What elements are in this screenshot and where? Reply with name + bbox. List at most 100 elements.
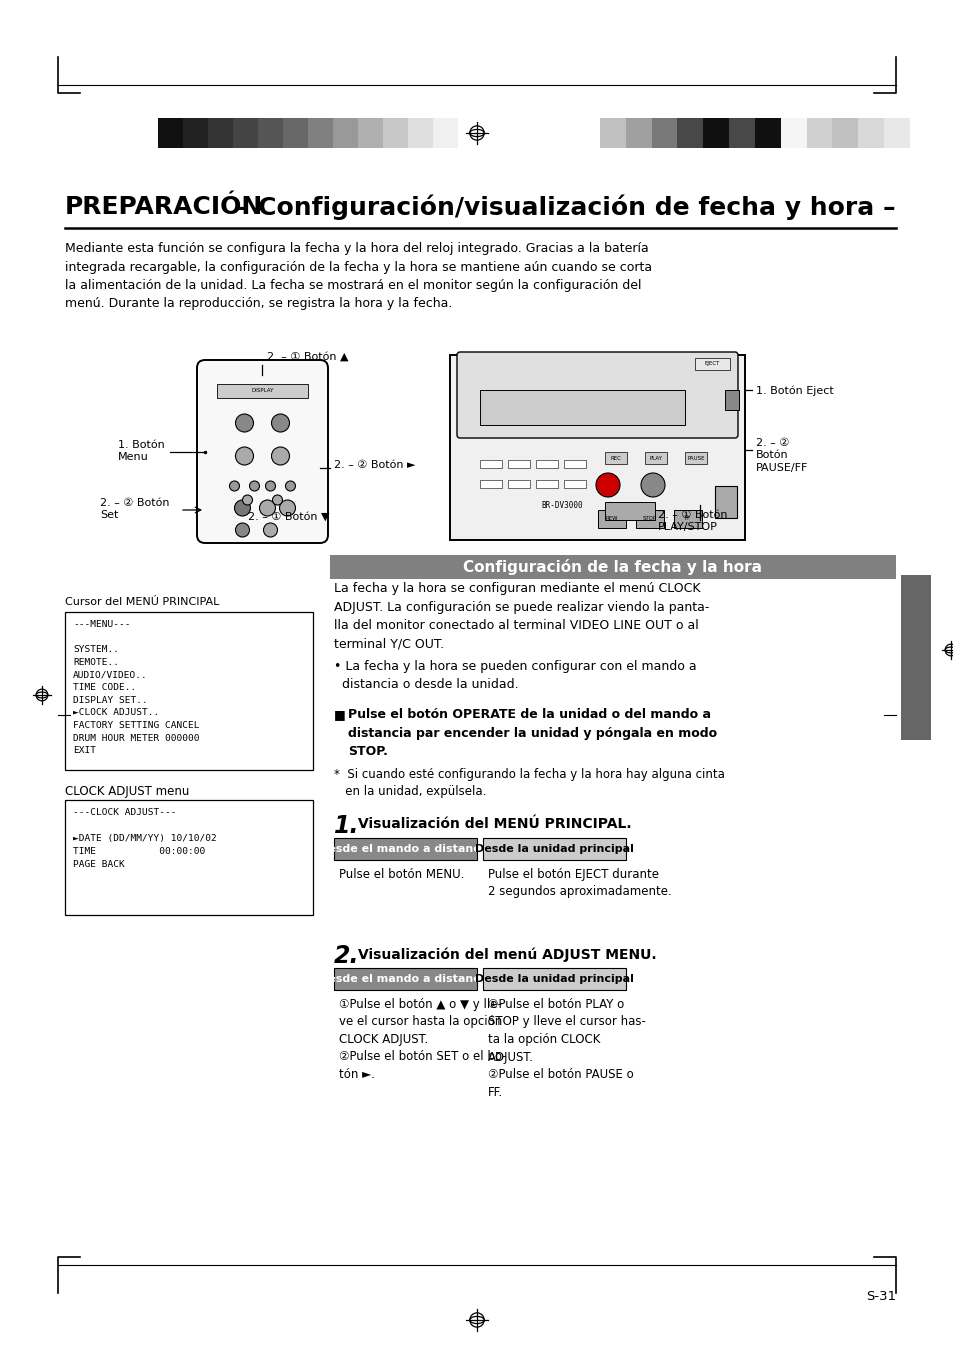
Text: PREPARACIÓN: PREPARACIÓN: [65, 195, 263, 219]
Bar: [684, 453, 706, 463]
Text: Pulse el botón OPERATE de la unidad o del mando a
distancia par encender la unid: Pulse el botón OPERATE de la unidad o de…: [348, 708, 717, 758]
Circle shape: [272, 447, 289, 465]
Bar: [780, 118, 806, 149]
Text: 2. – ① Botón ▲: 2. – ① Botón ▲: [267, 353, 349, 362]
Text: Mediante esta función se configura la fecha y la hora del reloj integrado. Graci: Mediante esta función se configura la fe…: [65, 242, 652, 311]
FancyBboxPatch shape: [456, 353, 738, 438]
Circle shape: [234, 500, 251, 516]
Text: S-31: S-31: [865, 1290, 895, 1302]
Bar: [330, 555, 895, 580]
FancyBboxPatch shape: [196, 359, 328, 543]
Text: ①Pulse el botón PLAY o
STOP y lleve el cursor has-
ta la opción CLOCK
ADJUST.
②P: ①Pulse el botón PLAY o STOP y lleve el c…: [488, 998, 645, 1098]
Circle shape: [265, 481, 275, 490]
Bar: [65, 800, 313, 915]
Text: Visualización del menú ADJUST MENU.: Visualización del menú ADJUST MENU.: [357, 947, 656, 962]
Bar: [563, 459, 585, 467]
Bar: [625, 118, 651, 149]
Circle shape: [230, 481, 239, 490]
Bar: [158, 118, 183, 149]
Bar: [283, 118, 308, 149]
Text: 2. – ① Botón ▼: 2. – ① Botón ▼: [248, 512, 329, 521]
Text: Cursor del MENÚ PRINCIPAL: Cursor del MENÚ PRINCIPAL: [65, 597, 219, 607]
Bar: [563, 480, 585, 488]
Circle shape: [235, 523, 250, 536]
Bar: [883, 118, 909, 149]
Circle shape: [235, 413, 253, 432]
Text: Desde el mando a distancia: Desde el mando a distancia: [319, 844, 491, 854]
Circle shape: [235, 447, 253, 465]
Text: 2. – ②
Botón
PAUSE/FF: 2. – ② Botón PAUSE/FF: [755, 438, 807, 473]
Circle shape: [250, 481, 259, 490]
Text: CLOCK ADJUST menu: CLOCK ADJUST menu: [65, 785, 190, 798]
Text: REC: REC: [610, 455, 620, 461]
Bar: [433, 118, 457, 149]
Bar: [308, 118, 333, 149]
Bar: [536, 480, 558, 488]
Text: La fecha y la hora se configuran mediante el menú CLOCK
ADJUST. La configuración: La fecha y la hora se configuran mediant…: [334, 582, 709, 650]
Text: 2.: 2.: [334, 944, 359, 969]
Bar: [334, 838, 476, 861]
Text: 1.: 1.: [334, 815, 359, 838]
Bar: [507, 459, 530, 467]
Bar: [479, 459, 501, 467]
Bar: [482, 838, 625, 861]
Circle shape: [259, 500, 275, 516]
Text: DISPLAY: DISPLAY: [251, 389, 274, 393]
Bar: [334, 969, 476, 990]
Bar: [900, 576, 930, 740]
Text: PLAY: PLAY: [649, 455, 661, 461]
Text: Visualización del MENÚ PRINCIPAL.: Visualización del MENÚ PRINCIPAL.: [357, 817, 631, 831]
Bar: [695, 358, 729, 370]
Circle shape: [285, 481, 295, 490]
Circle shape: [279, 500, 295, 516]
Bar: [333, 118, 357, 149]
Bar: [507, 480, 530, 488]
Bar: [714, 486, 737, 517]
Bar: [636, 509, 663, 528]
Text: ---MENU---

SYSTEM..
REMOTE..
AUDIO/VIDEO..
TIME CODE..
DISPLAY SET..
►CLOCK ADJ: ---MENU--- SYSTEM.. REMOTE.. AUDIO/VIDEO…: [73, 620, 199, 755]
Text: ---CLOCK ADJUST---

►DATE (DD/MM/YY) 10/10/02
TIME           00:00:00
PAGE BACK: ---CLOCK ADJUST--- ►DATE (DD/MM/YY) 10/1…: [73, 808, 216, 869]
Circle shape: [596, 473, 619, 497]
Text: 2. – ② Botón ►: 2. – ② Botón ►: [334, 459, 416, 470]
Bar: [216, 384, 308, 399]
Text: *  Si cuando esté configurando la fecha y la hora hay alguna cinta
   en la unid: * Si cuando esté configurando la fecha y…: [334, 767, 724, 798]
Text: ①Pulse el botón ▲ o ▼ y lle-
ve el cursor hasta la opción
CLOCK ADJUST.
②Pulse e: ①Pulse el botón ▲ o ▼ y lle- ve el curso…: [338, 998, 506, 1081]
Bar: [724, 390, 739, 409]
Text: PAUSE: PAUSE: [686, 455, 704, 461]
Bar: [183, 118, 208, 149]
Bar: [651, 118, 677, 149]
Bar: [604, 503, 655, 520]
Circle shape: [242, 494, 253, 505]
Text: Pulse el botón MENU.: Pulse el botón MENU.: [338, 867, 464, 881]
Bar: [536, 459, 558, 467]
Bar: [644, 453, 666, 463]
Text: 2. – ① Botón
PLAY/STOP: 2. – ① Botón PLAY/STOP: [658, 509, 727, 532]
Bar: [408, 118, 433, 149]
Bar: [479, 480, 501, 488]
Bar: [754, 118, 780, 149]
Text: Pulse el botón EJECT durante
2 segundos aproximadamente.: Pulse el botón EJECT durante 2 segundos …: [488, 867, 671, 898]
Bar: [673, 509, 701, 528]
Text: 1. Botón Eject: 1. Botón Eject: [755, 385, 833, 396]
Bar: [233, 118, 257, 149]
Bar: [806, 118, 832, 149]
Circle shape: [640, 473, 664, 497]
Bar: [357, 118, 382, 149]
Text: STOP: STOP: [642, 516, 657, 521]
Bar: [832, 118, 858, 149]
Bar: [702, 118, 728, 149]
Bar: [208, 118, 233, 149]
Text: 1. Botón
Menu: 1. Botón Menu: [118, 440, 165, 462]
Bar: [599, 118, 625, 149]
Bar: [482, 969, 625, 990]
Text: EJECT: EJECT: [703, 362, 719, 366]
Bar: [257, 118, 283, 149]
Text: Desde el mando a distancia: Desde el mando a distancia: [319, 974, 491, 984]
Bar: [677, 118, 702, 149]
Bar: [65, 612, 313, 770]
Circle shape: [272, 413, 289, 432]
Text: BR-DV3000: BR-DV3000: [540, 500, 582, 509]
Text: Desde la unidad principal: Desde la unidad principal: [475, 974, 634, 984]
Bar: [858, 118, 883, 149]
Circle shape: [273, 494, 282, 505]
